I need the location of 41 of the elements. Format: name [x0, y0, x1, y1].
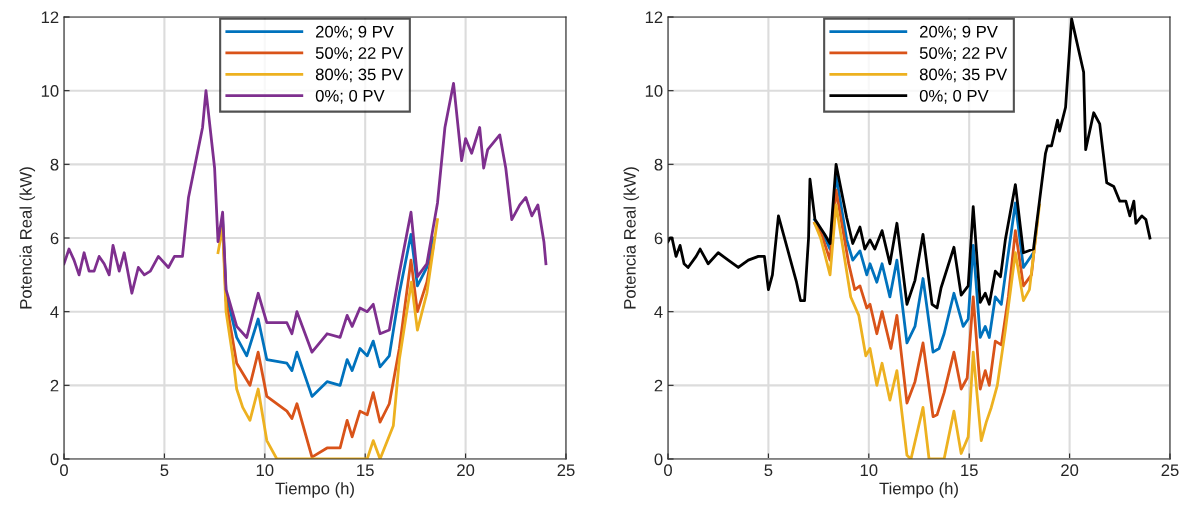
x-axis-title: Tiempo (h)	[879, 482, 958, 498]
line-series	[64, 81, 548, 354]
line-series	[668, 17, 1152, 310]
legend-label: 50%; 22 PV	[919, 47, 1008, 61]
x-tick-label: 25	[557, 464, 575, 477]
x-tick-label: 5	[160, 464, 169, 477]
x-tick-label: 0	[60, 464, 68, 477]
y-tick-label: 12	[645, 11, 663, 24]
y-tick-label: 10	[41, 85, 59, 97]
legend-label: 20%; 9 PV	[316, 25, 394, 40]
x-tick-label: 25	[1161, 464, 1179, 477]
y-tick-label: 12	[41, 11, 59, 24]
y-tick-label: 4	[654, 306, 663, 318]
y-tick-label: 2	[654, 379, 663, 392]
y-tick-label: 2	[50, 379, 59, 392]
y-tick-label: 0	[654, 453, 663, 466]
x-tick-label: 15	[357, 464, 374, 477]
legend-label: 0%; 0 PV	[315, 89, 385, 104]
x-tick-label: 20	[457, 464, 475, 477]
legend-label: 20%; 9 PV	[920, 25, 998, 40]
legend-label: 50%; 22 PV	[315, 47, 404, 61]
y-tick-label: 10	[645, 85, 663, 97]
y-tick-label: 8	[654, 158, 663, 171]
y-tick-label: 6	[654, 232, 663, 245]
x-tick-label: 10	[256, 464, 274, 477]
x-tick-label: 0	[664, 464, 672, 477]
legend-label: 80%; 35 PV	[315, 68, 404, 83]
y-tick-label: 6	[50, 232, 59, 245]
legend-label: 80%; 35 PV	[919, 68, 1008, 83]
x-tick-label: 20	[1061, 464, 1079, 477]
y-tick-label: 4	[50, 306, 59, 318]
x-tick-label: 10	[860, 464, 878, 477]
x-axis-title: Tiempo (h)	[275, 482, 354, 498]
x-tick-label: 15	[961, 464, 978, 477]
legend-label: 0%; 0 PV	[919, 89, 989, 104]
y-axis-title: Potencia Real (kW)	[19, 167, 36, 309]
x-tick-label: 5	[764, 464, 773, 477]
y-axis-title: Potencia Real (kW)	[623, 167, 640, 309]
line-series	[813, 203, 1041, 459]
y-tick-label: 8	[50, 158, 59, 171]
y-tick-label: 0	[50, 453, 59, 466]
